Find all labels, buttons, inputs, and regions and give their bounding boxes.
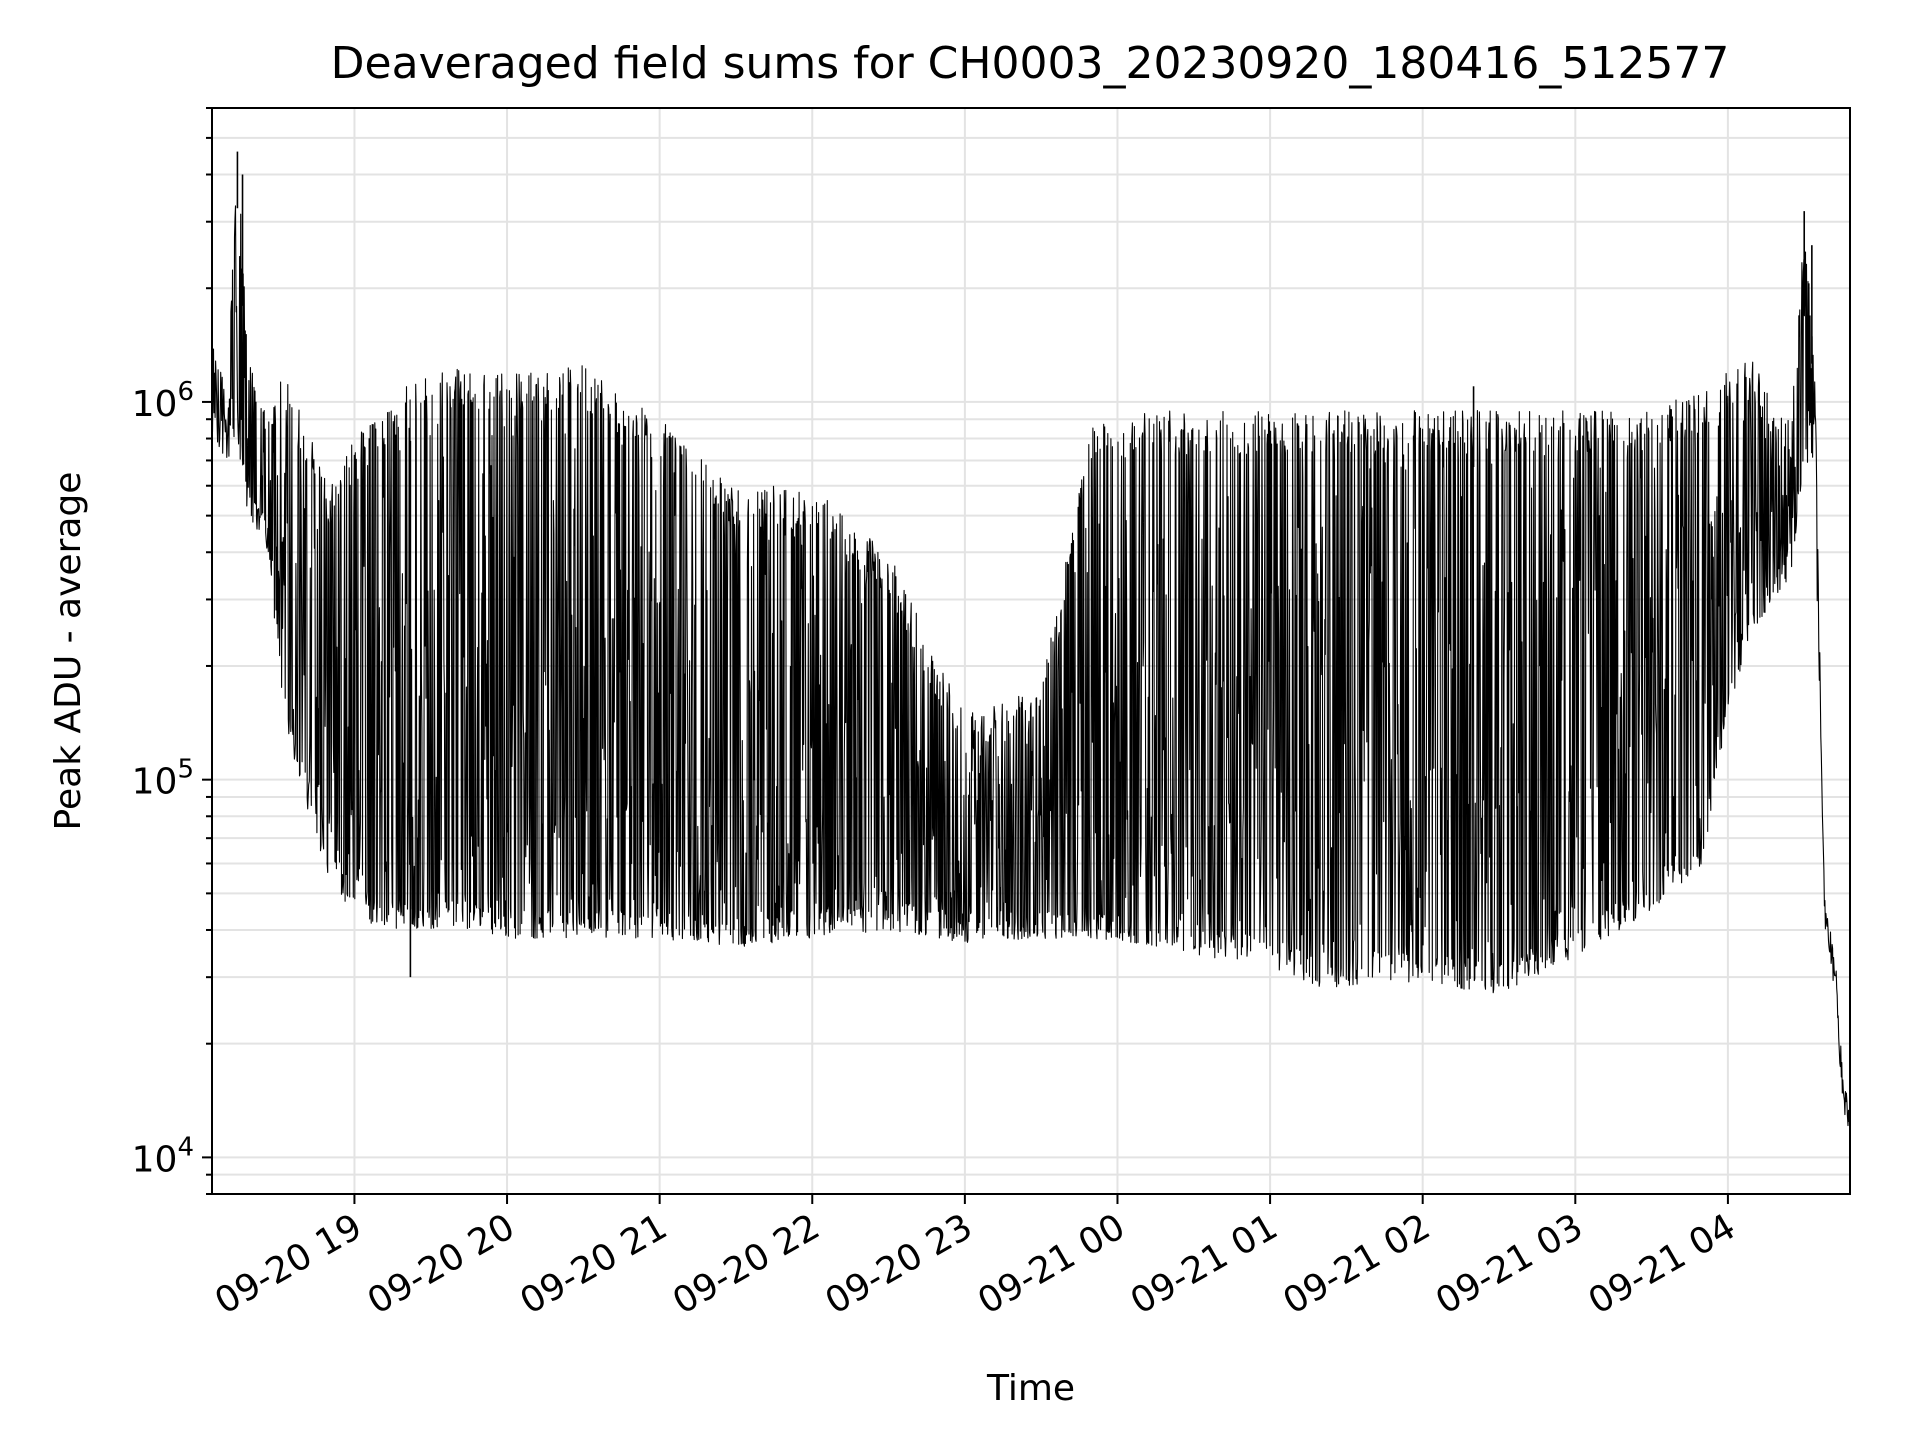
y-tick-label-base: 10: [132, 384, 178, 425]
y-tick-label-base: 10: [132, 1139, 178, 1180]
y-tick-label: 106: [132, 377, 194, 425]
y-tick-label-exponent: 4: [177, 1132, 194, 1162]
y-tick-label-exponent: 6: [177, 377, 194, 407]
x-axis-label: Time: [986, 1368, 1075, 1409]
series-line: [211, 151, 1851, 1128]
y-tick-label: 105: [132, 755, 194, 803]
y-tick-label: 104: [132, 1132, 194, 1180]
chart-title: Deaveraged field sums for CH0003_2023092…: [331, 38, 1730, 89]
y-axis-label: Peak ADU - average: [48, 472, 89, 831]
series-trace: [211, 205, 1851, 1128]
plot-frame: [211, 107, 1851, 1195]
y-tick-label-base: 10: [132, 762, 178, 803]
y-tick-label-exponent: 5: [177, 755, 194, 785]
